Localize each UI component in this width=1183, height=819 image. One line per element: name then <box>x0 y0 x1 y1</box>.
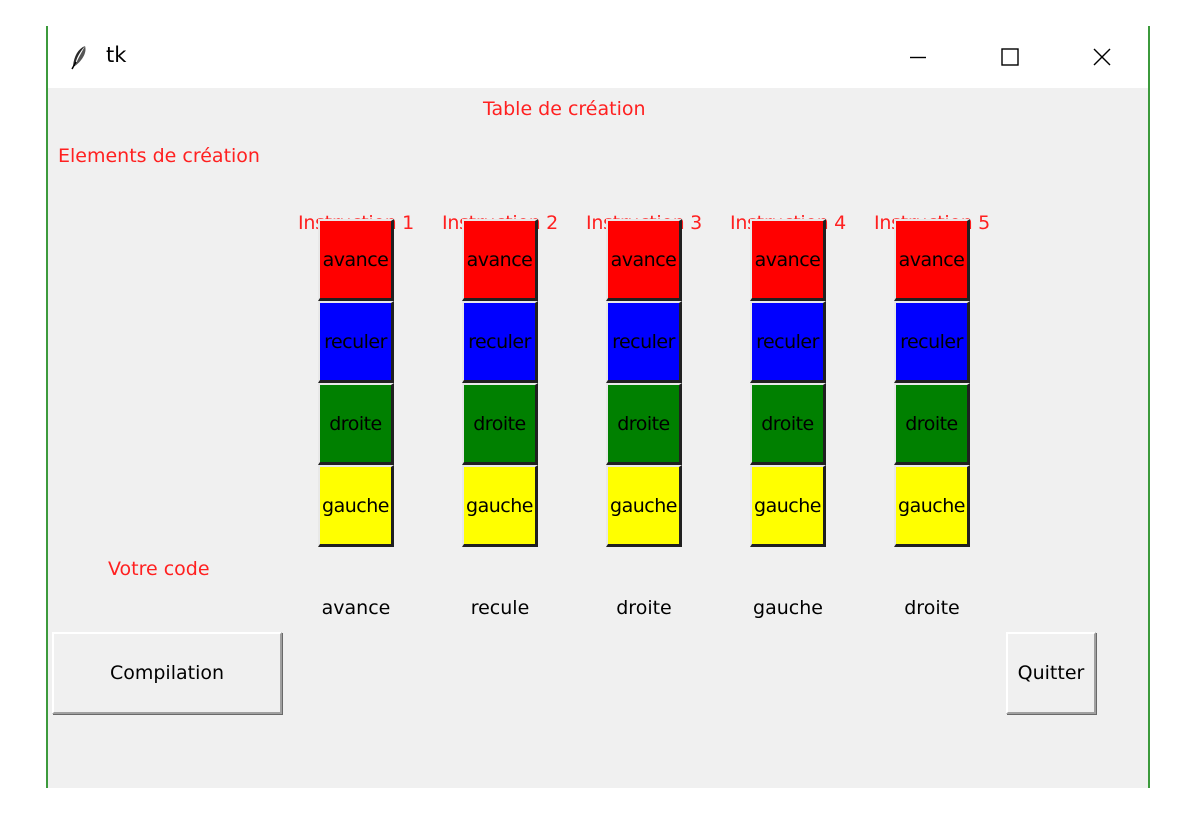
instruction-4-gauche-button[interactable]: gauche <box>750 465 826 547</box>
code-value-3: droite <box>616 597 672 619</box>
table-title: Table de création <box>483 98 646 120</box>
instruction-1-reculer-button[interactable]: reculer <box>318 301 394 383</box>
instruction-3-avance-button[interactable]: avance <box>606 219 682 301</box>
instruction-2-avance-button[interactable]: avance <box>462 219 538 301</box>
instruction-5-reculer-button[interactable]: reculer <box>894 301 970 383</box>
tk-window: tk Table de création Elements de créatio… <box>46 26 1150 788</box>
maximize-button[interactable] <box>964 26 1056 88</box>
code-value-1: avance <box>321 597 391 619</box>
instruction-2-droite-button[interactable]: droite <box>462 383 538 465</box>
instruction-3-gauche-button[interactable]: gauche <box>606 465 682 547</box>
quit-button[interactable]: Quitter <box>1006 632 1096 714</box>
feather-icon <box>71 46 86 70</box>
instruction-2-reculer-button[interactable]: reculer <box>462 301 538 383</box>
instruction-5-gauche-button[interactable]: gauche <box>894 465 970 547</box>
maximize-icon <box>1001 48 1019 66</box>
instruction-4-reculer-button[interactable]: reculer <box>750 301 826 383</box>
minimize-button[interactable] <box>872 26 964 88</box>
instruction-5-droite-button[interactable]: droite <box>894 383 970 465</box>
code-value-4: gauche <box>753 597 823 619</box>
instruction-5-avance-button[interactable]: avance <box>894 219 970 301</box>
instruction-4-avance-button[interactable]: avance <box>750 219 826 301</box>
instruction-1-avance-button[interactable]: avance <box>318 219 394 301</box>
code-value-5: droite <box>904 597 960 619</box>
code-title: Votre code <box>108 558 210 580</box>
title-bar[interactable]: tk <box>48 26 1148 88</box>
instruction-2-gauche-button[interactable]: gauche <box>462 465 538 547</box>
compile-button[interactable]: Compilation <box>52 632 282 714</box>
instruction-3-reculer-button[interactable]: reculer <box>606 301 682 383</box>
minimize-icon <box>910 56 926 59</box>
elements-title: Elements de création <box>58 145 260 167</box>
instruction-3-droite-button[interactable]: droite <box>606 383 682 465</box>
instruction-4-droite-button[interactable]: droite <box>750 383 826 465</box>
instruction-1-gauche-button[interactable]: gauche <box>318 465 394 547</box>
close-icon <box>1093 48 1111 66</box>
window-title: tk <box>106 43 127 67</box>
close-button[interactable] <box>1056 26 1148 88</box>
instruction-1-droite-button[interactable]: droite <box>318 383 394 465</box>
code-value-2: recule <box>470 597 530 619</box>
